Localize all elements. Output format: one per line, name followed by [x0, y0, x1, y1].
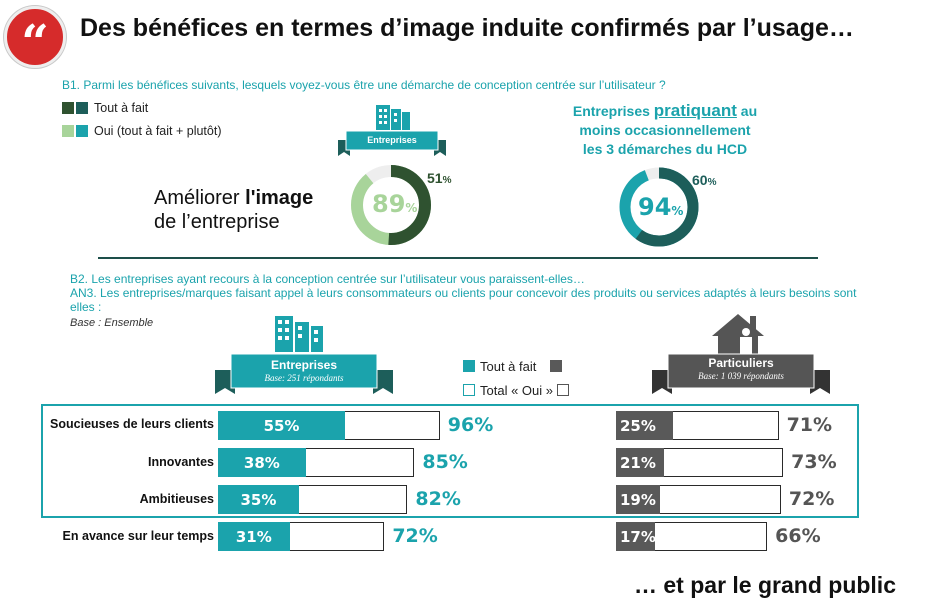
legend-label: Tout à fait [480, 358, 537, 374]
bar-value-total: 66% [775, 525, 821, 547]
legend-swatch-dark-teal [76, 102, 88, 114]
row-label: Ambitieuses [139, 492, 214, 506]
legend-label: Tout à fait [94, 101, 149, 115]
legend-label: Oui (tout à fait + plutôt) [94, 124, 222, 138]
hcd-pre: Entreprises [572, 103, 654, 119]
particuliers-ribbon-label: Particuliers Base: 1 039 répondants [668, 356, 814, 382]
unit: % [671, 204, 684, 218]
entreprises-building-ribbon [338, 105, 446, 156]
bar-tout-a-fait [218, 522, 290, 551]
highlight-box [41, 404, 859, 518]
legend-item-oui: Oui (tout à fait + plutôt) [62, 124, 222, 138]
ribbon-title: Entreprises [270, 358, 338, 372]
legend-swatch-teal-outline [463, 384, 475, 396]
b2-question: B2. Les entreprises ayant recours à la c… [70, 272, 870, 314]
bar-value-tout: 55% [263, 417, 300, 435]
legend-swatch-light-green [62, 125, 74, 137]
b2-line1: B2. Les entreprises ayant recours à la c… [70, 272, 585, 286]
donut-arc-tout [351, 165, 431, 245]
donut1-center-value: 89% [372, 190, 417, 218]
bar-value-tout: 31% [235, 528, 272, 546]
ribbon-title: Particuliers [708, 356, 774, 370]
bar-value-tout: 25% [620, 417, 656, 435]
bar-value-total: 82% [415, 488, 461, 510]
bar-value-tout: 35% [240, 491, 277, 509]
hcd-line2: moins occasionnellement [579, 122, 751, 138]
donut-hcd [619, 167, 699, 247]
bar-value-total: 85% [422, 451, 468, 473]
bar-value-total: 72% [788, 488, 835, 510]
bar-tout-a-fait [218, 485, 299, 514]
bar-value-tout: 21% [620, 454, 656, 472]
hcd-emph: pratiquant [653, 101, 737, 120]
legend-swatch-grey-outline [557, 384, 569, 396]
bar-value-tout: 19% [620, 491, 656, 509]
bar-tout-a-fait [616, 522, 655, 551]
ribbon-base: Base: 1 039 répondants [698, 371, 784, 381]
bar-tout-a-fait [616, 411, 674, 440]
donut2-outer-value: 60% [692, 172, 716, 188]
bar-value-total: 71% [786, 414, 833, 436]
particuliers-ribbon [652, 314, 830, 394]
row-label: Soucieuses de leurs clients [50, 417, 214, 431]
entreprises-ribbon-label: Entreprises Base: 251 répondants [231, 358, 377, 384]
label-part-2: de l’entreprise [154, 211, 280, 233]
hcd-post: au [736, 103, 758, 119]
ribbon-base: Base: 251 répondants [264, 373, 344, 383]
hcd-title: Entreprises pratiquant au moins occasion… [545, 101, 785, 159]
label-bold: l'image [245, 187, 314, 209]
b2-legend: Tout à fait Total « Oui » [463, 354, 571, 402]
bar-tout-a-fait [616, 448, 665, 477]
donut-entreprises [351, 165, 431, 245]
legend-item-total: Total « Oui » [463, 378, 571, 402]
bar-tout-a-fait [616, 485, 660, 514]
value: 94 [638, 193, 672, 221]
b1-question: B1. Parmi les bénéfices suivants, lesque… [62, 78, 666, 92]
legend-swatch-teal [76, 125, 88, 137]
b2-base: Base : Ensemble [70, 317, 154, 329]
b1-item-label: Améliorer l'image de l’entreprise [154, 186, 313, 234]
b1-ribbon-label: Entreprises [367, 135, 417, 145]
legend-label: Total « Oui » [480, 382, 553, 398]
bar-value-tout: 17% [620, 528, 656, 546]
bar-value-tout: 38% [243, 454, 280, 472]
hcd-line3: les 3 démarches du HCD [582, 141, 748, 157]
donut2-center-value: 94% [638, 193, 683, 221]
bar-tout-a-fait [218, 448, 306, 477]
bar-value-total: 72% [392, 525, 438, 547]
donut1-outer-value: 51% [427, 170, 451, 186]
row-label: En avance sur leur temps [62, 529, 214, 543]
label-part: Améliorer [154, 187, 246, 209]
legend-swatch-teal [463, 360, 475, 372]
legend-swatch-grey [550, 360, 563, 372]
legend-item-tout: Tout à fait [463, 354, 571, 378]
donut-arc-tout [619, 167, 699, 247]
unit: % [405, 201, 418, 215]
bar-value-total: 73% [791, 451, 837, 473]
legend-item-tout-a-fait: Tout à fait [62, 101, 148, 115]
value: 51 [427, 170, 443, 186]
row-label: Innovantes [148, 455, 214, 469]
quote-badge-icon: “ [4, 6, 66, 71]
footer-text: … et par le grand public [634, 572, 896, 598]
bar-value-total: 96% [447, 414, 494, 436]
house-person-icon [712, 314, 764, 354]
page-title: Des bénéfices en termes d’image induite … [80, 14, 854, 42]
quote-mark: “ [21, 15, 49, 71]
b2-line2: AN3. Les entreprises/marques faisant app… [70, 286, 857, 314]
entreprises-ribbon [215, 316, 393, 394]
unit: % [707, 177, 717, 188]
legend-swatch-dark-green [62, 102, 74, 114]
section-divider [98, 257, 818, 259]
value: 89 [372, 190, 406, 218]
value: 60 [692, 172, 708, 188]
bar-tout-a-fait [218, 411, 346, 440]
unit: % [442, 175, 452, 186]
